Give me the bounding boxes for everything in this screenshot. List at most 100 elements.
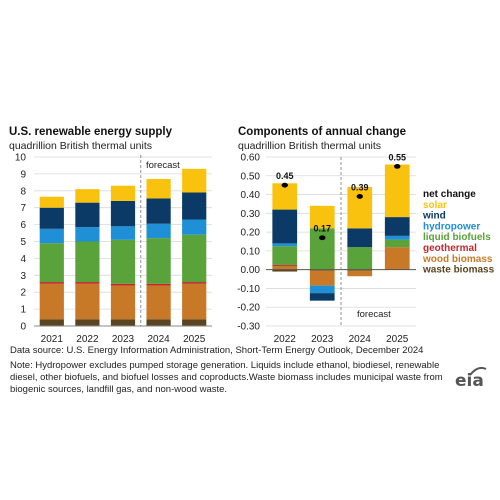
right-bar-solar-2022 xyxy=(272,183,298,210)
left-bar-solar-2022 xyxy=(75,189,100,203)
left-y-tick-label: 4 xyxy=(20,254,26,265)
net-change-label-2025: 0.55 xyxy=(388,152,406,162)
right-bar-geothermal-2022 xyxy=(272,264,298,266)
right-bar-solar-2024 xyxy=(347,187,373,229)
right-x-tick-label: 2023 xyxy=(311,334,334,345)
right-y-tick-label: -0.10 xyxy=(237,284,260,295)
right-y-tick-label: 0.40 xyxy=(241,190,261,201)
left-x-tick-label: 2023 xyxy=(112,334,135,345)
left-bar-wind-2023 xyxy=(110,200,136,227)
right-y-tick-label: 0.20 xyxy=(241,228,261,239)
left-y-tick-label: 6 xyxy=(20,220,26,231)
right-bar-wind-2022 xyxy=(272,209,298,244)
left-bar-solar-2021 xyxy=(39,196,64,208)
left-chart-title: U.S. renewable energy supply xyxy=(9,126,173,138)
right-bar-liquid_biofuels-2022 xyxy=(272,246,298,265)
right-bar-wood_biomass-2024 xyxy=(347,270,373,277)
left-bar-wood_biomass-2022 xyxy=(75,283,100,320)
left-bar-liquid_biofuels-2023 xyxy=(110,239,136,284)
right-x-tick-label: 2025 xyxy=(386,334,409,345)
right-y-tick-label: 0.50 xyxy=(241,171,261,182)
eia-logo-arc-icon xyxy=(469,366,487,376)
net-change-label-2022: 0.45 xyxy=(276,171,294,181)
right-bar-solar-2023 xyxy=(309,205,335,229)
left-y-tick-label: 8 xyxy=(20,186,26,197)
legend-entry-geothermal: geothermal xyxy=(423,243,477,254)
right-bar-wind-2024 xyxy=(347,228,373,248)
left-bar-geothermal-2021 xyxy=(39,282,64,284)
right-bar-liquid_biofuels-2024 xyxy=(347,247,373,270)
left-chart-subtitle: quadrillion British thermal units xyxy=(9,140,152,152)
right-y-tick-label: 0.60 xyxy=(241,153,261,164)
figure: U.S. renewable energy supply quadrillion… xyxy=(9,126,495,345)
left-bar-waste_biomass-2025 xyxy=(182,319,207,326)
left-bar-liquid_biofuels-2022 xyxy=(75,241,100,283)
left-bar-hydropower-2022 xyxy=(75,227,100,242)
left-bar-waste_biomass-2024 xyxy=(146,319,171,326)
left-bar-geothermal-2022 xyxy=(75,282,100,284)
eia-logo: eia xyxy=(455,371,484,391)
left-y-tick-label: 0 xyxy=(20,322,26,333)
right-bar-waste_biomass-2022 xyxy=(272,269,298,272)
legend-entry-waste_biomass: waste biomass xyxy=(422,265,495,276)
left-bar-hydropower-2024 xyxy=(146,223,171,239)
right-forecast-label: forecast xyxy=(357,309,391,320)
left-bar-solar-2023 xyxy=(110,185,136,201)
left-y-tick-label: 3 xyxy=(20,271,26,282)
right-bar-wood_biomass-2023 xyxy=(309,270,335,286)
legend-entry-net_change_dot: net change xyxy=(423,189,476,200)
left-x-tick-label: 2022 xyxy=(76,334,99,345)
net-change-marker-2025 xyxy=(394,163,401,169)
legend-entry-wood_biomass: wood biomass xyxy=(422,254,493,265)
right-bar-solar-2025 xyxy=(384,164,410,218)
left-chart-bars xyxy=(39,168,207,326)
right-x-tick-label: 2022 xyxy=(274,334,297,345)
left-bar-geothermal-2023 xyxy=(110,283,136,286)
right-bar-liquid_biofuels-2025 xyxy=(384,239,410,248)
left-y-tick-label: 2 xyxy=(20,288,26,299)
left-bar-hydropower-2025 xyxy=(182,219,207,235)
left-y-tick-label: 7 xyxy=(20,203,26,214)
net-change-marker-2024 xyxy=(356,194,363,199)
left-x-tick-label: 2025 xyxy=(183,334,206,345)
left-bar-wind-2024 xyxy=(146,198,171,224)
left-y-tick-label: 9 xyxy=(20,169,26,180)
net-change-marker-2022 xyxy=(281,182,288,188)
right-chart-axis: -0.30 -0.20 -0.10 0.00 0.10 0.20 0.30 0.40 0.50 0… xyxy=(237,153,416,345)
right-y-tick-label: -0.30 xyxy=(237,322,260,333)
left-x-tick-label: 2021 xyxy=(41,334,64,345)
left-bar-wind-2021 xyxy=(39,207,64,229)
right-bar-hydropower-2022 xyxy=(272,243,298,247)
right-chart-title: Components of annual change xyxy=(238,126,406,138)
right-chart-subtitle: quadrillion British thermal units xyxy=(238,140,381,152)
left-y-tick-label: 10 xyxy=(15,153,27,164)
left-bar-waste_biomass-2023 xyxy=(110,319,136,326)
left-y-tick-label: 5 xyxy=(20,237,26,248)
right-bar-wind-2023 xyxy=(309,293,335,301)
left-bar-wood_biomass-2025 xyxy=(182,283,207,320)
left-bar-solar-2024 xyxy=(146,178,171,199)
right-x-tick-label: 2024 xyxy=(349,334,372,345)
net-change-label-2024: 0.39 xyxy=(351,182,369,192)
left-bar-geothermal-2025 xyxy=(182,282,207,284)
legend-entry-solar: solar xyxy=(423,200,447,211)
right-y-tick-label: 0.00 xyxy=(241,265,261,276)
left-bar-hydropower-2023 xyxy=(110,226,136,240)
left-bar-waste_biomass-2022 xyxy=(75,319,100,326)
note-text: Note: Hydropower excludes pumped storage… xyxy=(10,360,443,395)
right-chart-bars: 0.45 0.17 0.39 0.55 xyxy=(272,152,410,301)
left-bar-wood_biomass-2021 xyxy=(39,283,64,320)
left-bar-hydropower-2021 xyxy=(39,228,64,244)
left-bar-liquid_biofuels-2021 xyxy=(39,243,64,283)
left-bar-geothermal-2024 xyxy=(146,283,171,286)
left-bar-liquid_biofuels-2025 xyxy=(182,234,207,283)
right-bar-liquid_biofuels-2023 xyxy=(309,228,335,270)
right-bar-wind-2025 xyxy=(384,217,410,236)
left-y-tick-label: 1 xyxy=(20,305,26,316)
left-forecast-label: forecast xyxy=(146,160,180,171)
left-bar-wood_biomass-2024 xyxy=(146,285,171,320)
left-bar-liquid_biofuels-2024 xyxy=(146,238,171,284)
data-source-text: Data source: U.S. Energy Information Adm… xyxy=(10,345,424,356)
right-y-tick-label: -0.20 xyxy=(237,303,260,314)
